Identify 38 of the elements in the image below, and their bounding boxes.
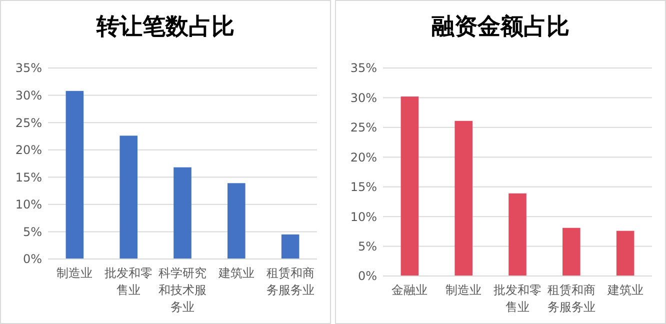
x-tick-label: 建筑业 [606,283,644,297]
y-tick-label: 5% [358,239,377,254]
bar [281,234,300,259]
y-tick-label: 35% [350,61,377,76]
bar [508,193,526,276]
x-tick-label: 金融业 [392,283,428,297]
y-tick-label: 0% [358,269,377,284]
y-tick-label: 20% [15,143,42,158]
y-tick-label: 15% [350,180,377,194]
bar [228,183,246,259]
y-tick-label: 35% [15,61,42,76]
bar [174,167,192,259]
x-tick-label: 科学研究和技术服务业 [158,266,206,314]
chart-title: 融资金额占比 [432,13,570,40]
x-tick-label: 批发和零售业 [494,283,542,314]
x-tick-label: 租赁和商务服务业 [547,283,596,314]
bar [562,228,580,276]
bar [66,90,84,259]
y-tick-label: 10% [15,198,42,212]
bar [120,136,138,259]
y-tick-label: 10% [350,210,377,224]
y-tick-label: 5% [22,224,42,239]
x-tick-label: 批发和零售业 [104,266,153,297]
x-tick-label: 租赁和商务服务业 [266,266,314,297]
x-tick-label: 制造业 [56,266,93,280]
x-tick-label: 建筑业 [217,266,254,280]
y-tick-label: 20% [350,150,377,164]
y-tick-label: 25% [15,116,42,130]
y-tick-label: 30% [350,90,377,105]
bar [616,230,634,276]
bar [454,120,472,276]
bar [400,96,419,276]
y-tick-label: 15% [15,170,42,184]
x-tick-label: 制造业 [446,283,482,297]
y-tick-label: 30% [15,88,42,102]
y-tick-label: 0% [22,252,42,266]
y-tick-label: 25% [350,120,377,135]
chart-title: 转让笔数占比 [96,13,234,40]
